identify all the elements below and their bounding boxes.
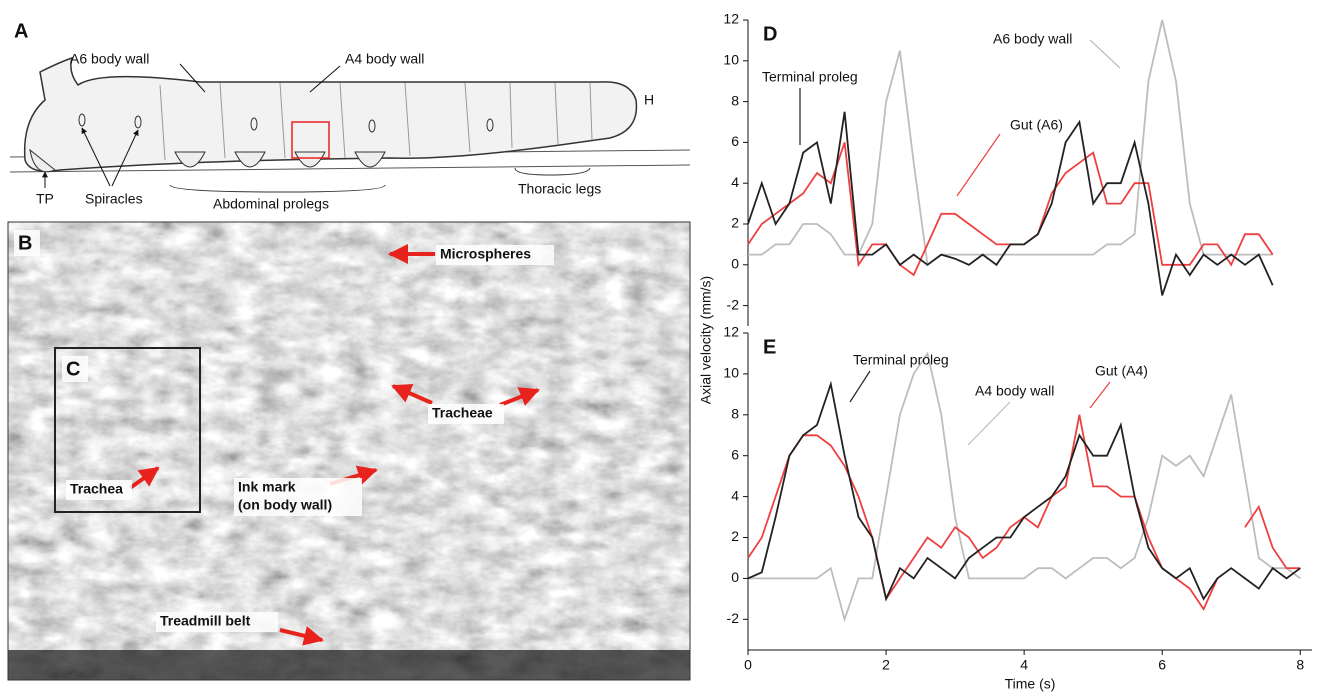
y-axis-label: Axial velocity (mm/s): [698, 276, 714, 404]
series-label: Gut (A4): [1095, 363, 1148, 379]
series-label: Terminal proleg: [853, 352, 949, 368]
body: [25, 58, 637, 171]
callout: Treadmill belt: [160, 613, 251, 629]
y-tick-label: 12: [723, 11, 739, 27]
series-label: Terminal proleg: [762, 69, 858, 85]
panel-a: A A6 body wall A4 body wall H TP Spiracl…: [10, 20, 690, 211]
series-line: [748, 415, 1300, 609]
label-leader: [1090, 40, 1120, 68]
callout: H: [644, 92, 654, 108]
y-tick-label: 2: [731, 528, 739, 544]
callout: A6 body wall: [70, 51, 149, 67]
y-tick-label: 6: [731, 133, 739, 149]
panel-label: A: [14, 20, 28, 42]
y-tick-label: 2: [731, 215, 739, 231]
series-line: [748, 384, 1300, 599]
x-tick-label: 6: [1158, 657, 1166, 673]
y-tick-label: 12: [723, 324, 739, 340]
callout: TP: [36, 191, 54, 207]
y-tick-label: -2: [727, 610, 740, 626]
brace: [515, 168, 590, 175]
panel-label: D: [763, 23, 777, 45]
figure: A A6 body wall A4 body wall H TP Spiracl…: [0, 0, 1323, 694]
label-leader: [968, 402, 1010, 445]
callout: Microspheres: [440, 246, 531, 262]
callout: (on body wall): [238, 497, 332, 513]
x-tick-label: 4: [1020, 657, 1028, 673]
callout: Ink mark: [238, 479, 296, 495]
label-leader: [850, 371, 870, 402]
panel-label: E: [763, 336, 776, 358]
series-label: A4 body wall: [975, 383, 1054, 399]
charts: -2 0 2 4 6 8 10 12 Axial velocity (mm/s) D A6 body…: [698, 11, 1312, 692]
callout: Trachea: [70, 481, 123, 497]
series-line: [748, 20, 1273, 265]
label-leader: [1090, 382, 1110, 408]
callout: Thoracic legs: [518, 181, 601, 197]
callout: A4 body wall: [345, 51, 424, 67]
y-tick-label: 10: [723, 52, 739, 68]
panel-b: B C Microspheres Tracheae Ink mark (on b…: [8, 222, 690, 680]
y-tick-label: 0: [731, 256, 739, 272]
x-tick-label: 8: [1296, 657, 1304, 673]
brace: [170, 185, 385, 192]
y-tick-label: 4: [731, 487, 739, 503]
panel-label: C: [66, 358, 80, 380]
callout: Spiracles: [85, 191, 143, 207]
y-tick-label: 8: [731, 406, 739, 422]
series-label: A6 body wall: [993, 31, 1072, 47]
y-tick-label: 6: [731, 446, 739, 462]
y-tick-label: 0: [731, 569, 739, 585]
panel-label: B: [18, 232, 32, 254]
y-tick-label: 4: [731, 174, 739, 190]
belt: [8, 650, 690, 680]
label-leader: [957, 134, 1000, 196]
x-tick-label: 0: [744, 657, 752, 673]
series-line: [748, 112, 1273, 296]
y-tick-label: -2: [727, 296, 740, 312]
y-tick-label: 8: [731, 92, 739, 108]
x-axis-label: Time (s): [1005, 676, 1056, 692]
callout: Abdominal prolegs: [213, 196, 329, 212]
series-label: Gut (A6): [1010, 117, 1063, 133]
y-tick-label: 10: [723, 365, 739, 381]
x-tick-label: 2: [882, 657, 890, 673]
callout: Tracheae: [432, 405, 493, 421]
